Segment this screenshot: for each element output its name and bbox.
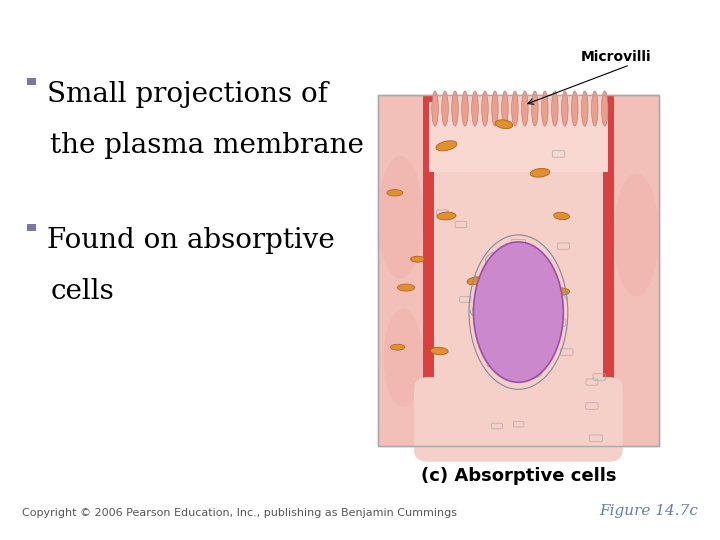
FancyBboxPatch shape: [414, 377, 623, 462]
Text: Figure 14.7c: Figure 14.7c: [600, 504, 698, 518]
Ellipse shape: [474, 242, 563, 382]
Ellipse shape: [472, 91, 478, 126]
Ellipse shape: [437, 212, 456, 220]
Ellipse shape: [387, 190, 402, 196]
Ellipse shape: [554, 212, 570, 220]
Ellipse shape: [521, 91, 528, 126]
Ellipse shape: [431, 347, 448, 355]
Ellipse shape: [432, 91, 438, 126]
Ellipse shape: [397, 284, 415, 291]
Ellipse shape: [390, 345, 405, 350]
Ellipse shape: [436, 141, 456, 151]
Ellipse shape: [592, 91, 598, 126]
Text: Microvilli: Microvilli: [581, 50, 652, 64]
Ellipse shape: [540, 348, 554, 354]
Ellipse shape: [495, 120, 513, 129]
Text: Found on absorptive: Found on absorptive: [47, 227, 335, 254]
Ellipse shape: [410, 256, 425, 262]
Ellipse shape: [554, 288, 570, 295]
Bar: [428, 102, 608, 172]
Ellipse shape: [384, 309, 423, 407]
Bar: [27, 78, 36, 85]
Ellipse shape: [541, 91, 548, 126]
Ellipse shape: [531, 91, 538, 126]
Ellipse shape: [502, 91, 508, 126]
Ellipse shape: [482, 91, 488, 126]
Ellipse shape: [552, 91, 558, 126]
Ellipse shape: [614, 173, 659, 296]
Ellipse shape: [451, 91, 458, 126]
Text: Small projections of: Small projections of: [47, 81, 328, 108]
Bar: [603, 94, 614, 445]
Ellipse shape: [492, 91, 498, 126]
Ellipse shape: [530, 168, 550, 177]
Bar: [378, 94, 659, 445]
Ellipse shape: [562, 91, 568, 126]
Bar: [378, 94, 659, 445]
Text: cells: cells: [50, 278, 114, 305]
Ellipse shape: [572, 91, 578, 126]
Ellipse shape: [467, 277, 483, 285]
Ellipse shape: [378, 156, 423, 279]
Ellipse shape: [601, 91, 608, 126]
Bar: [423, 94, 434, 445]
Ellipse shape: [462, 91, 468, 126]
Text: (c) Absorptive cells: (c) Absorptive cells: [420, 467, 616, 485]
Ellipse shape: [512, 91, 518, 126]
Ellipse shape: [442, 91, 449, 126]
Bar: [428, 94, 608, 445]
Bar: [27, 224, 36, 231]
Text: the plasma membrane: the plasma membrane: [50, 132, 364, 159]
Text: Copyright © 2006 Pearson Education, Inc., publishing as Benjamin Cummings: Copyright © 2006 Pearson Education, Inc.…: [22, 508, 456, 518]
Ellipse shape: [582, 91, 588, 126]
